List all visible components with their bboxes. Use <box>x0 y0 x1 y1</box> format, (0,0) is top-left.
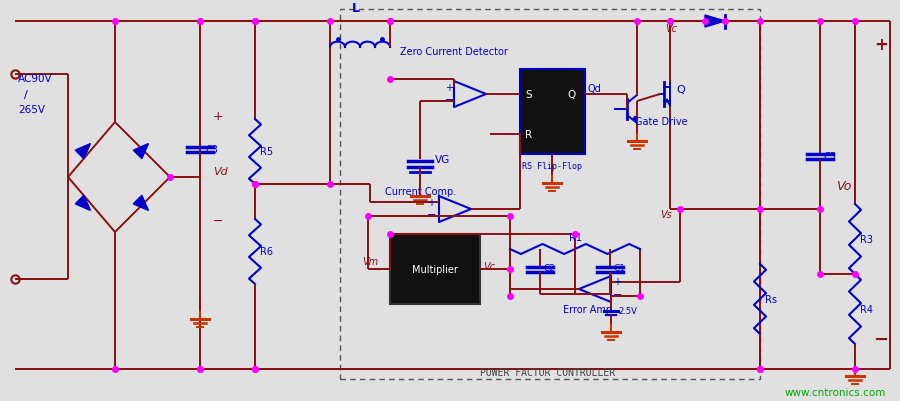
Text: +: + <box>445 83 453 93</box>
Text: Current Comp.: Current Comp. <box>385 186 456 196</box>
Text: −: − <box>213 215 223 227</box>
Text: R6: R6 <box>260 247 273 257</box>
Text: C2: C2 <box>543 263 555 272</box>
Text: R4: R4 <box>860 304 873 314</box>
Text: Qd: Qd <box>587 84 601 94</box>
Text: Zero Current Detector: Zero Current Detector <box>400 47 508 57</box>
Text: −: − <box>427 209 436 219</box>
Text: L: L <box>352 2 360 15</box>
Text: www.cntronics.com: www.cntronics.com <box>784 387 886 397</box>
Text: VG: VG <box>435 155 450 164</box>
Text: Q: Q <box>676 85 685 95</box>
Text: C5: C5 <box>824 152 837 162</box>
Text: S: S <box>525 90 532 100</box>
Text: Vs: Vs <box>660 209 671 219</box>
Polygon shape <box>705 16 725 28</box>
Bar <box>340 10 760 379</box>
Text: −: − <box>445 95 455 105</box>
Polygon shape <box>133 196 148 211</box>
Text: AC90V: AC90V <box>18 74 52 84</box>
Text: Vc: Vc <box>665 24 677 34</box>
Text: R1: R1 <box>569 233 581 242</box>
Text: POWER FACTOR CONTROLLER: POWER FACTOR CONTROLLER <box>481 367 616 377</box>
Text: Multiplier: Multiplier <box>412 264 458 274</box>
Polygon shape <box>133 144 148 159</box>
Text: C3: C3 <box>205 145 218 155</box>
Text: +: + <box>613 276 621 286</box>
Text: R5: R5 <box>260 147 273 157</box>
Text: C1: C1 <box>613 263 625 272</box>
Polygon shape <box>633 117 637 124</box>
Text: RS Flip-Flop: RS Flip-Flop <box>522 162 582 170</box>
Bar <box>520 70 585 155</box>
Text: +: + <box>213 110 223 123</box>
Text: Vd: Vd <box>213 166 228 176</box>
Text: R: R <box>525 130 532 140</box>
Text: +: + <box>427 198 435 207</box>
Text: −: − <box>613 289 623 299</box>
Text: Vc: Vc <box>483 261 495 271</box>
Text: 265V: 265V <box>18 105 45 115</box>
Polygon shape <box>76 196 90 211</box>
Text: /: / <box>24 90 28 100</box>
Polygon shape <box>76 144 90 159</box>
Text: +: + <box>874 36 888 54</box>
Text: Error Amp: Error Amp <box>563 304 612 314</box>
Bar <box>390 235 480 304</box>
Text: R3: R3 <box>860 235 873 244</box>
Text: Q: Q <box>567 90 575 100</box>
Text: Rs: Rs <box>765 294 777 304</box>
Text: Vo: Vo <box>836 180 851 192</box>
Text: −: − <box>873 330 888 348</box>
Text: Vm: Vm <box>362 256 378 266</box>
Text: 2.5V: 2.5V <box>618 306 637 315</box>
Text: Gate Drive: Gate Drive <box>635 117 688 127</box>
